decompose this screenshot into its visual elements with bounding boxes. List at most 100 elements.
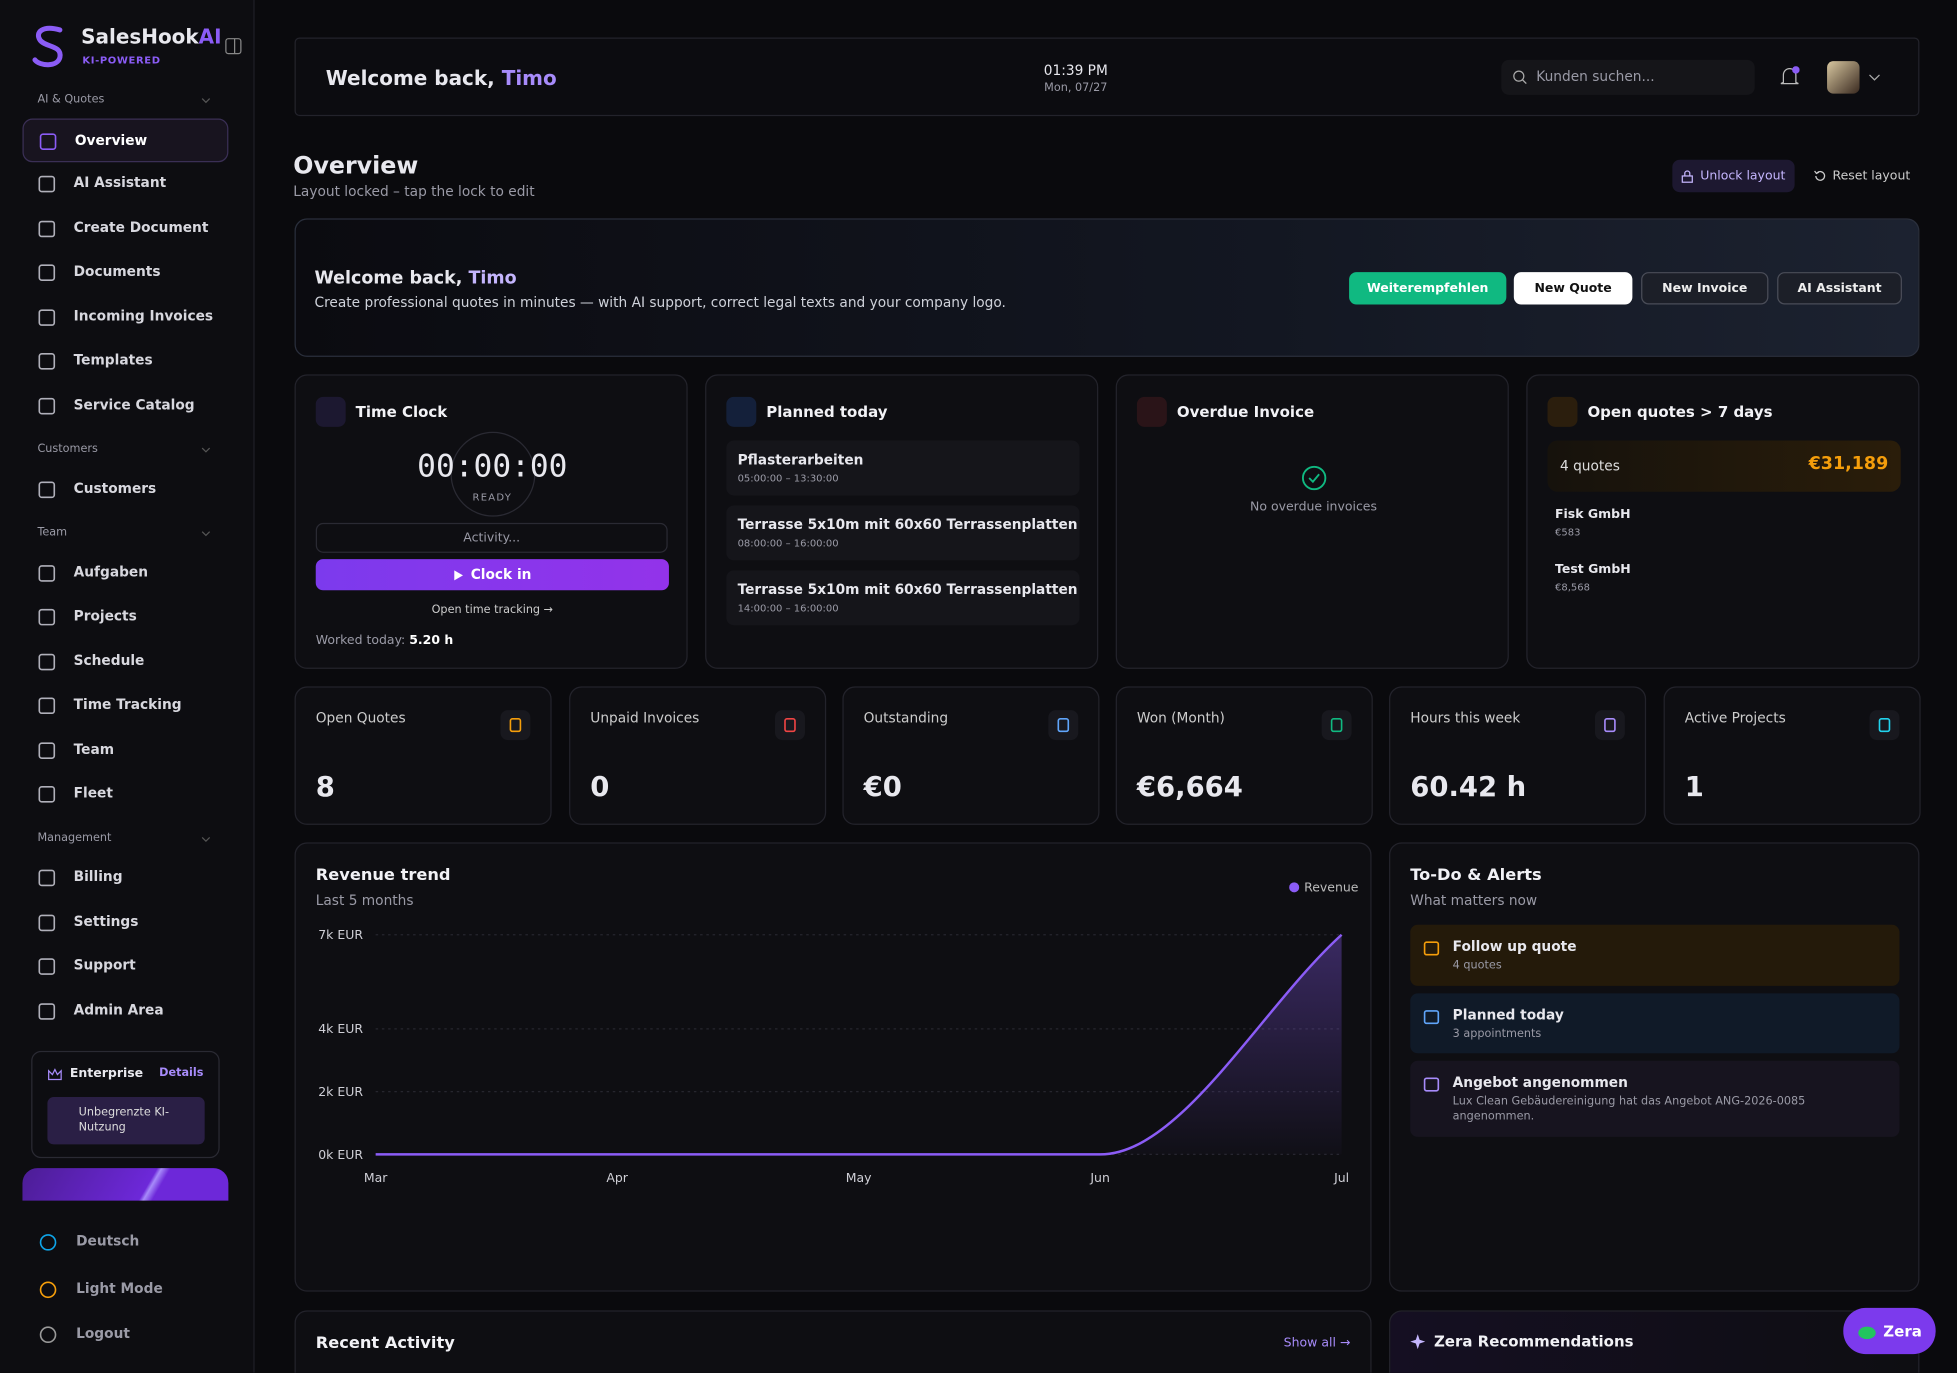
header-greeting: Welcome back, Timo bbox=[326, 66, 557, 90]
worked-value: 5.20 h bbox=[409, 633, 454, 648]
revenue-card: Revenue trend Last 5 months 0k EUR 2k EUR… bbox=[294, 842, 1372, 1292]
nav-item[interactable]: Service Catalog bbox=[22, 384, 228, 428]
nav-item[interactable]: Create Document bbox=[22, 207, 228, 251]
nav-label: Aufgaben bbox=[73, 563, 149, 580]
clock-in-button[interactable]: Clock in bbox=[315, 559, 669, 591]
icon-shape bbox=[38, 653, 56, 670]
ai-assistant-button[interactable]: AI Assistant bbox=[1777, 272, 1902, 305]
nav-item[interactable]: AI Assistant bbox=[22, 162, 228, 206]
activity-input[interactable]: Activity... bbox=[315, 522, 668, 553]
legend-label: Revenue bbox=[1304, 880, 1358, 895]
stat-icon-shape bbox=[1057, 718, 1070, 733]
x-tick-label: Jul bbox=[1333, 1170, 1349, 1185]
stat-icon-shape bbox=[1878, 718, 1891, 733]
quote-name: Fisk GmbH bbox=[1555, 507, 1631, 522]
planned-item[interactable]: Terrasse 5x10m mit 60x60 Terrassenplatte… bbox=[726, 505, 1080, 561]
planned-item[interactable]: Terrasse 5x10m mit 60x60 Terrassenplatte… bbox=[726, 570, 1080, 626]
nav-item[interactable]: Overview bbox=[22, 117, 229, 162]
tagline: KI-POWERED bbox=[82, 54, 161, 67]
stat-card: Open Quotes 8 bbox=[294, 686, 552, 825]
plan-feature: Unbegrenzte KI-Nutzung bbox=[78, 1106, 170, 1135]
icon-shape bbox=[39, 1326, 57, 1344]
stat-value: 1 bbox=[1684, 772, 1704, 804]
new-invoice-button[interactable]: New Invoice bbox=[1641, 272, 1769, 305]
nav-icon bbox=[38, 220, 56, 237]
play-icon bbox=[454, 569, 464, 580]
todo-item-detail: 3 appointments bbox=[1452, 1028, 1542, 1041]
todo-icon bbox=[1423, 1077, 1440, 1092]
stat-value: 8 bbox=[315, 772, 335, 804]
stat-label: Won (Month) bbox=[1136, 710, 1225, 727]
footer-label: Light Mode bbox=[76, 1280, 163, 1297]
icon-shape bbox=[38, 352, 56, 370]
chevron bbox=[201, 447, 211, 453]
nav-item[interactable]: Billing bbox=[22, 856, 228, 900]
sidebar: SalesHookAI KI-POWERED Enterprise Detail… bbox=[0, 0, 255, 1373]
footer-item[interactable]: Deutsch bbox=[22, 1227, 228, 1257]
unlock-label: Unlock layout bbox=[1700, 169, 1786, 183]
todo-item[interactable]: Planned today 3 appointments bbox=[1410, 993, 1900, 1054]
todo-icon bbox=[1423, 1010, 1440, 1025]
search-box[interactable]: Kunden suchen... bbox=[1501, 59, 1755, 95]
clock-display: 00:00:00 bbox=[417, 448, 568, 485]
quote-amount: €8,568 bbox=[1555, 581, 1590, 593]
nav-item[interactable]: Projects bbox=[22, 595, 228, 639]
zera-button[interactable]: Zera bbox=[1843, 1307, 1936, 1355]
planned-item-title: Terrasse 5x10m mit 60x60 Terrassenplatte… bbox=[737, 516, 1078, 533]
icon-shape bbox=[1423, 1010, 1440, 1025]
icon-shape bbox=[1604, 718, 1616, 733]
legend-marker bbox=[1289, 882, 1300, 893]
chevron bbox=[201, 98, 211, 104]
open-quotes-card: Open quotes > 7 days 4 quotes €31,189 Fi… bbox=[1526, 374, 1920, 669]
refer-button[interactable]: Weiterempfehlen bbox=[1349, 272, 1507, 305]
unlock-layout-button[interactable]: Unlock layout bbox=[1672, 159, 1795, 193]
notifications[interactable] bbox=[1780, 66, 1800, 88]
nav-item[interactable]: Settings bbox=[22, 900, 228, 944]
footer-item[interactable]: Light Mode bbox=[22, 1274, 228, 1304]
nav-label: Templates bbox=[73, 351, 153, 369]
todo-item[interactable]: Angebot angenommen Lux Clean Gebäudereini… bbox=[1410, 1060, 1900, 1137]
brand-accent: AI bbox=[198, 24, 222, 49]
chart-title: Revenue trend bbox=[315, 866, 451, 885]
show-all-link[interactable]: Show all → bbox=[1283, 1336, 1351, 1351]
todo-item-title: Angebot angenommen bbox=[1452, 1074, 1628, 1091]
collapse-button[interactable] bbox=[225, 37, 242, 55]
icon-shape bbox=[38, 1002, 56, 1020]
nav-item[interactable]: Documents bbox=[22, 251, 228, 295]
nav-item[interactable]: Fleet bbox=[22, 773, 228, 817]
icon-shape bbox=[38, 397, 56, 414]
check-icon bbox=[1301, 465, 1327, 491]
plan-link[interactable]: Details bbox=[159, 1067, 204, 1080]
nav-item[interactable]: Team bbox=[22, 728, 228, 772]
footer-item[interactable]: Logout bbox=[22, 1319, 228, 1349]
x-tick-label: Apr bbox=[606, 1170, 628, 1185]
planned-item[interactable]: Pflasterarbeiten 05:00:00 – 13:30:00 bbox=[726, 440, 1080, 496]
planned-title: Planned today bbox=[766, 403, 888, 421]
nav-item[interactable]: Incoming Invoices bbox=[22, 295, 228, 339]
nav-item[interactable]: Customers bbox=[22, 467, 228, 511]
icon-shape bbox=[38, 741, 56, 759]
avatar-chevron[interactable] bbox=[1868, 72, 1880, 82]
nav-label: Time Tracking bbox=[73, 696, 182, 713]
reset-layout-button[interactable]: Reset layout bbox=[1805, 160, 1920, 192]
todo-item-detail: 4 quotes bbox=[1452, 959, 1502, 973]
stat-value: 60.42 h bbox=[1410, 772, 1527, 804]
nav-item[interactable]: Admin Area bbox=[22, 989, 228, 1033]
todo-item[interactable]: Follow up quote 4 quotes bbox=[1410, 924, 1900, 986]
stat-icon-shape bbox=[1330, 718, 1343, 733]
nav-item[interactable]: Aufgaben bbox=[22, 551, 228, 595]
nav-item[interactable]: Templates bbox=[22, 339, 228, 383]
icon-shape bbox=[38, 958, 56, 975]
zera-card: Zera Recommendations bbox=[1389, 1310, 1920, 1373]
nav-label: Create Document bbox=[73, 219, 209, 236]
nav-item[interactable]: Time Tracking bbox=[22, 684, 228, 728]
icon-shape bbox=[1330, 718, 1343, 733]
nav-item[interactable]: Schedule bbox=[22, 640, 228, 684]
nav-item[interactable]: Support bbox=[22, 945, 228, 989]
y-tick-label: 4k EUR bbox=[318, 1021, 363, 1036]
new-quote-button[interactable]: New Quote bbox=[1513, 272, 1633, 305]
avatar[interactable] bbox=[1827, 61, 1860, 94]
icon-shape bbox=[1423, 941, 1440, 956]
icon-shape bbox=[38, 697, 56, 715]
time-tracking-link[interactable]: Open time tracking → bbox=[431, 604, 554, 617]
